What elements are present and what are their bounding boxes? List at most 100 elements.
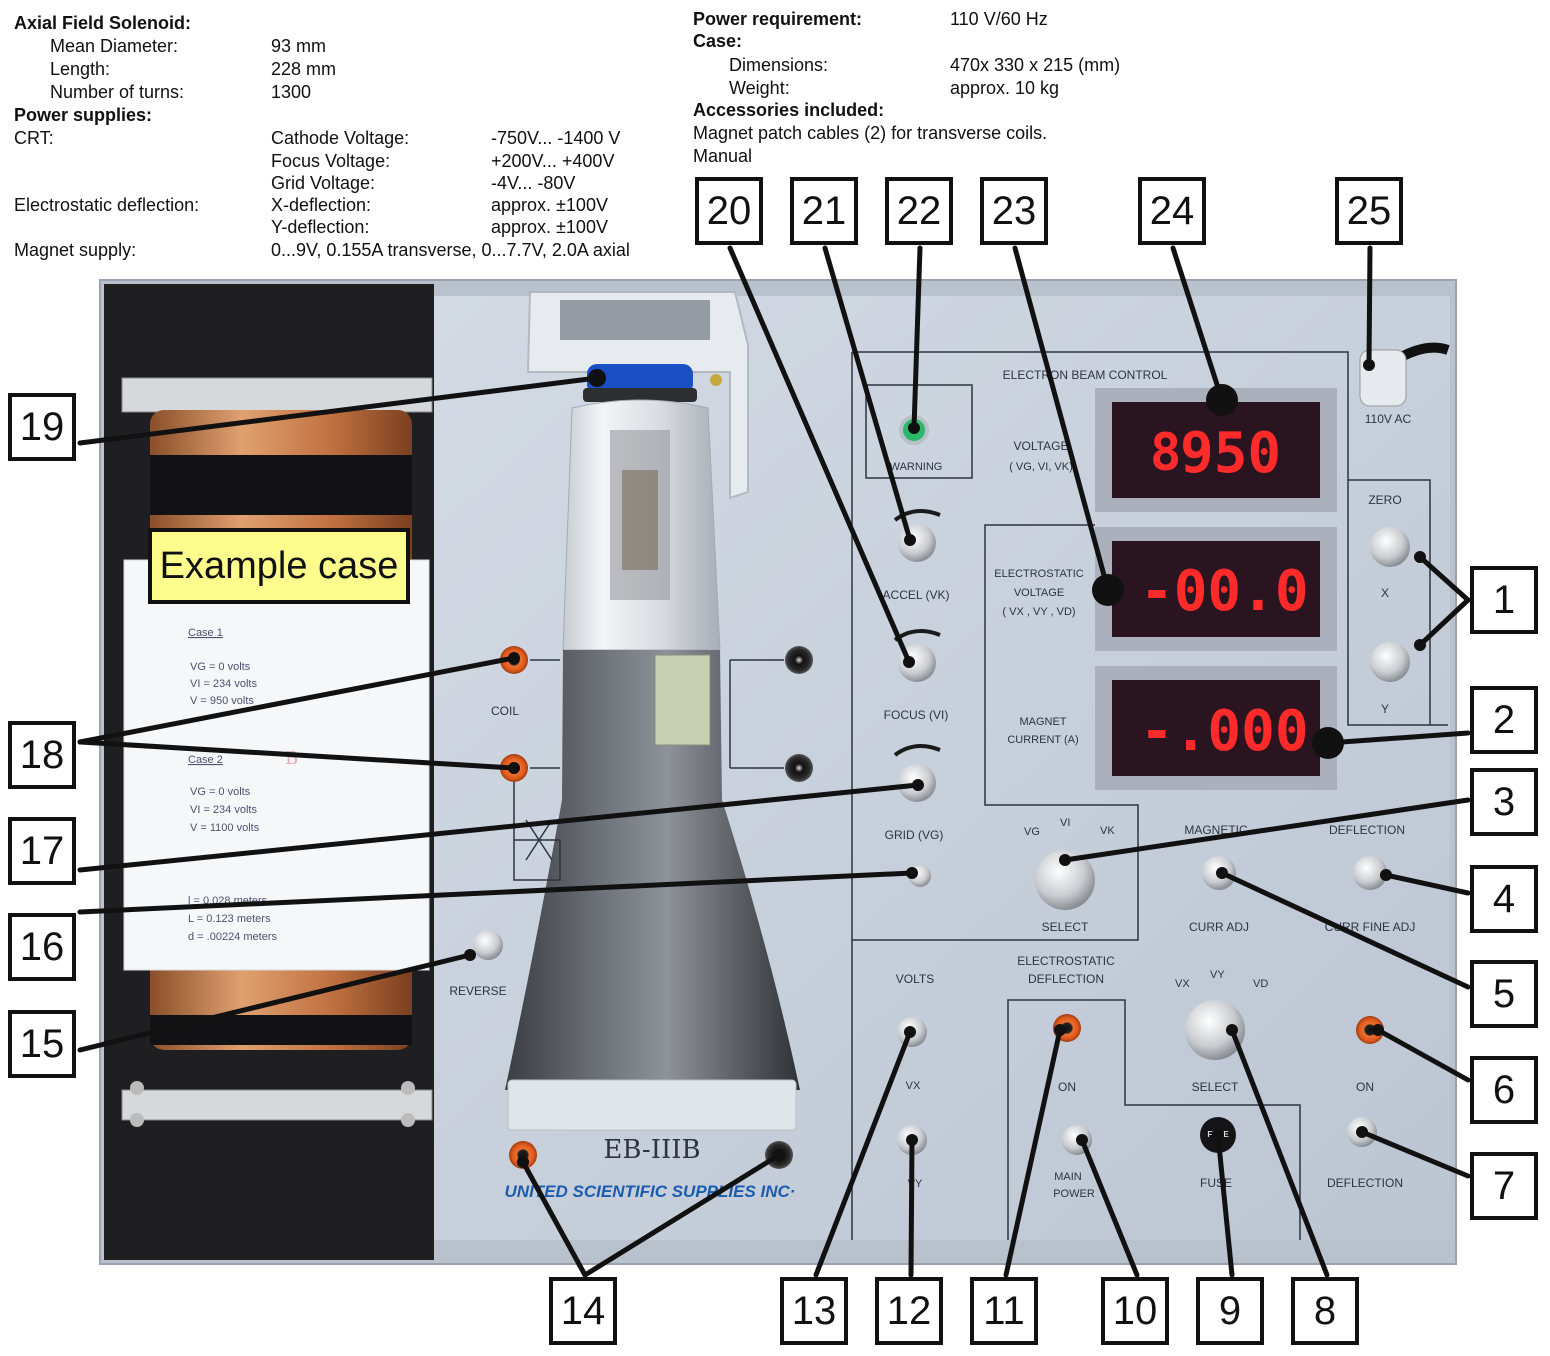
spec-axial-field-heading: Axial Field Solenoid:: [14, 13, 192, 33]
select-vk: VK: [1100, 825, 1115, 837]
leader-dot: [1414, 551, 1426, 563]
leader-dot: [1414, 639, 1426, 651]
ed-label-1: ELECTROSTATIC: [1017, 954, 1115, 968]
leader-7: [1359, 1129, 1471, 1179]
spec-label: CRT:: [14, 128, 54, 148]
spec-power-requirement-heading: Power requirement:: [693, 9, 863, 29]
select-knob: [1035, 850, 1095, 910]
leader-dot: [903, 656, 915, 668]
leader-11: [1003, 1027, 1063, 1278]
leader-16: [77, 870, 915, 915]
callout-12: 12: [875, 1277, 943, 1345]
display-magnet-value: -.000: [1140, 699, 1309, 764]
leader-9: [1215, 1132, 1235, 1278]
callout-6: 6: [1470, 1056, 1538, 1124]
leader-dot: [904, 1026, 916, 1038]
callout-10: 10: [1101, 1277, 1169, 1345]
magnet-label-2: CURRENT (A): [1007, 734, 1078, 746]
coil-label: COIL: [491, 704, 519, 718]
callout-23: 23: [980, 177, 1048, 245]
sheet-case2-title: Case 2: [188, 754, 223, 766]
main-power-label-1: MAIN: [1054, 1171, 1082, 1183]
leader-25: [1366, 245, 1373, 368]
leader-13: [813, 1029, 913, 1278]
callout-18: 18: [8, 721, 76, 789]
defl-select-vd: VD: [1253, 978, 1268, 990]
transverse-jack-top: [785, 646, 813, 674]
leader-dot: [1076, 1134, 1088, 1146]
callout-22: 22: [885, 177, 953, 245]
deflection2-label: DEFLECTION: [1327, 1176, 1403, 1190]
spec-label: Electrostatic deflection:: [14, 195, 200, 215]
estatic-label-2: VOLTAGE: [1014, 587, 1064, 599]
sheet-case1-title: Case 1: [188, 627, 223, 639]
spec-label: Magnet supply:: [14, 240, 137, 260]
ed-label-2: DEFLECTION: [1028, 972, 1104, 986]
spec-value: approx. 10 kg: [950, 78, 1060, 98]
display-electrostatic: -00.0: [1095, 527, 1337, 651]
curr-fine-knob: [1353, 856, 1387, 890]
leader-dot: [508, 762, 520, 774]
spec-label: Length:: [50, 59, 111, 79]
leader-6: [1375, 1027, 1471, 1083]
leader-19: [77, 375, 600, 446]
zero-y-knob: [1370, 642, 1410, 682]
spec-value: approx. ±100V: [491, 217, 608, 237]
voltage-sub-label: ( VG, VI, VK): [1009, 461, 1073, 473]
deflection-on-label: ON: [1356, 1080, 1374, 1094]
callout-13: 13: [780, 1277, 848, 1345]
sheet-line: VG = 0 volts: [190, 786, 251, 798]
volts-vx-label: VX: [906, 1080, 921, 1092]
example-case-label: Example case: [148, 528, 410, 604]
display-magnet: -.000: [1095, 666, 1337, 790]
display-electrostatic-value: -00.0: [1140, 559, 1309, 624]
callout-8: 8: [1291, 1277, 1359, 1345]
leader-dot: [464, 949, 476, 961]
callout-4: 4: [1470, 865, 1538, 933]
leader-15: [77, 952, 473, 1053]
callout-19: 19: [8, 393, 76, 461]
leader-20: [727, 245, 912, 665]
callout-11: 11: [970, 1277, 1038, 1345]
callout-20: 20: [695, 177, 763, 245]
magnet-label-1: MAGNET: [1019, 716, 1066, 728]
on-label: ON: [1058, 1080, 1076, 1094]
display-voltage: 8 950: [1095, 388, 1337, 512]
deflection-on-lamp: [1356, 1016, 1384, 1044]
panel-title: ELECTRON BEAM CONTROL: [1003, 368, 1168, 382]
spec-label: Number of turns:: [50, 82, 185, 102]
leader-18b: [77, 739, 517, 771]
leader-14a: [520, 1159, 588, 1278]
leader-23: [1012, 245, 1111, 593]
spec-value: Manual: [693, 146, 753, 166]
leader-dot: [1216, 867, 1228, 879]
leader-dot: [906, 867, 918, 879]
callout-14: 14: [549, 1277, 617, 1345]
anode-jack-left: [509, 1141, 537, 1169]
defl-select-knob: [1185, 1000, 1245, 1060]
leader-2: [1325, 730, 1471, 746]
callout-3: 3: [1470, 768, 1538, 836]
leader-12: [908, 1137, 915, 1278]
callout-25: 25: [1335, 177, 1403, 245]
spec-value: -4V... -80V: [491, 173, 576, 193]
reverse-switch: [473, 930, 503, 960]
curr-adj-label: CURR ADJ: [1189, 920, 1249, 934]
spec-label: Grid Voltage:: [271, 173, 376, 193]
spec-label: X-deflection:: [271, 195, 372, 215]
spec-label: Mean Diameter:: [50, 36, 179, 56]
callout-5: 5: [1470, 960, 1538, 1028]
leader-1b: [1417, 597, 1471, 648]
leader-17: [77, 782, 921, 873]
leader-21: [822, 245, 913, 543]
callout-15: 15: [8, 1010, 76, 1078]
leader-1a: [1417, 554, 1471, 603]
leader-dot: [1226, 1024, 1238, 1036]
defl-select-vx: VX: [1175, 978, 1190, 990]
grid-label: GRID (VG): [885, 828, 944, 842]
brand-label: UNITED SCIENTIFIC SUPPLIES INC·: [505, 1182, 796, 1201]
spec-label: Y-deflection:: [271, 217, 370, 237]
spec-value: +200V... +400V: [491, 151, 615, 171]
volts-label: VOLTS: [896, 972, 934, 986]
